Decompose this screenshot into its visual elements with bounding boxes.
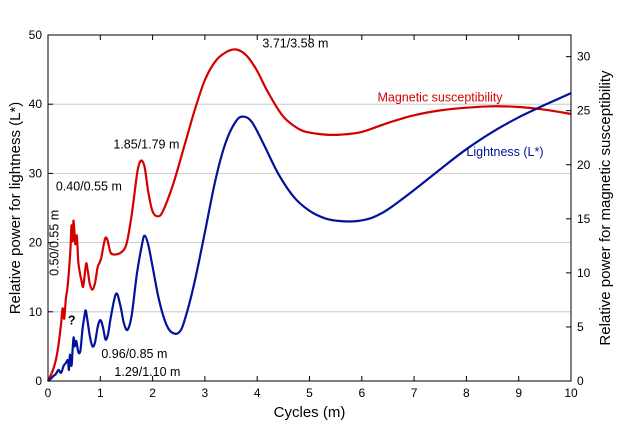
peak-label: 1.29/1.10 m — [114, 365, 180, 379]
series-label: Lightness (L*) — [466, 145, 543, 159]
y-axis-title-right: Relative power for magnetic susceptibili… — [597, 70, 614, 346]
annotations: 3.71/3.58 m 1.85/1.79 m 0.40/0.55 m 0.50/0.… — [47, 36, 543, 379]
x-ticks: 0 1 2 3 4 5 6 7 8 9 10 — [45, 35, 578, 400]
y-axis-title-left: Relative power for lightness (L*) — [7, 102, 24, 315]
x-tick-label: 2 — [149, 386, 156, 400]
y-tick-label-right: 10 — [577, 266, 591, 280]
x-tick-label: 10 — [564, 386, 578, 400]
x-tick-label: 0 — [45, 386, 52, 400]
series-label: Magnetic susceptibility — [377, 90, 503, 104]
y-tick-label-left: 30 — [29, 166, 43, 180]
x-tick-label: 1 — [97, 386, 104, 400]
x-tick-label: 8 — [463, 386, 470, 400]
y-tick-label-left: 40 — [29, 97, 43, 111]
peak-label: ? — [68, 313, 76, 327]
y-tick-label-right: 5 — [577, 320, 584, 334]
peak-label: 1.85/1.79 m — [113, 137, 179, 151]
series-line-magnetic-susceptibility — [46, 48, 572, 382]
x-tick-label: 3 — [202, 386, 209, 400]
y-tick-label-left: 0 — [35, 374, 42, 388]
peak-label: 0.50/0.55 m — [47, 210, 61, 276]
y-tick-label-right: 15 — [577, 212, 591, 226]
y-tick-label-left: 20 — [29, 236, 43, 250]
y-tick-label-right: 25 — [577, 104, 591, 118]
x-tick-label: 6 — [358, 386, 365, 400]
peak-label: 0.40/0.55 m — [56, 180, 122, 194]
y-tick-label-left: 10 — [29, 305, 43, 319]
series-lines — [46, 48, 572, 382]
y-tick-label-right: 20 — [577, 158, 591, 172]
y-ticks-right: 0 5 10 15 20 25 30 — [566, 50, 591, 388]
series-line-lightness — [47, 92, 572, 382]
y-tick-label-left: 50 — [29, 28, 43, 42]
y-tick-label-right: 0 — [577, 374, 584, 388]
x-tick-label: 9 — [515, 386, 522, 400]
gridlines — [48, 103, 571, 313]
x-tick-label: 5 — [306, 386, 313, 400]
y-tick-label-right: 30 — [577, 50, 591, 64]
x-tick-label: 4 — [254, 386, 261, 400]
x-tick-label: 7 — [411, 386, 418, 400]
peak-label: 0.96/0.85 m — [101, 347, 167, 361]
peak-label: 3.71/3.58 m — [262, 36, 328, 50]
y-ticks-left: 0 10 20 30 40 50 — [29, 28, 53, 388]
x-axis-title: Cycles (m) — [274, 404, 346, 421]
